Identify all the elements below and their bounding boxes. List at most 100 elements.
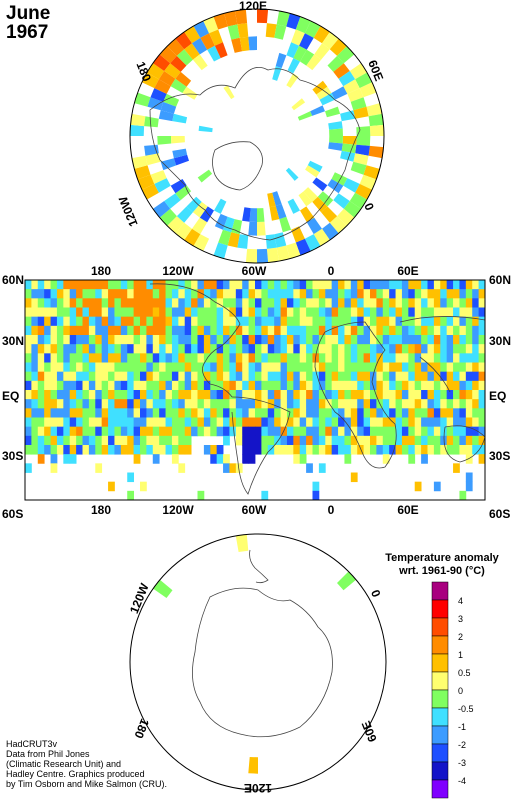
anomaly-cell [472, 399, 480, 409]
anomaly-cell [184, 390, 192, 400]
anomaly-cell [306, 316, 313, 327]
anomaly-cell [133, 399, 141, 409]
anomaly-cell [312, 399, 320, 409]
anomaly-cell [127, 390, 135, 400]
anomaly-cell [331, 371, 339, 382]
anomaly-cell [414, 380, 422, 391]
anomaly-cell [306, 408, 313, 418]
anomaly-cell [184, 307, 192, 318]
anomaly-cell [242, 344, 250, 354]
anomaly-cell [338, 408, 345, 418]
anomaly-cell [465, 325, 473, 336]
anomaly-cell [376, 325, 384, 336]
anomaly-cell [472, 435, 480, 446]
anomaly-cell [274, 298, 281, 308]
anomaly-cell [255, 380, 262, 391]
anomaly-cell [321, 206, 338, 223]
anomaly-cell [325, 417, 333, 428]
anomaly-cell [414, 426, 422, 437]
anomaly-cell [414, 307, 422, 318]
anomaly-cell [370, 445, 377, 455]
anomaly-cell [357, 316, 365, 327]
anomaly-cell [382, 335, 390, 345]
south-label-120w: 120W [127, 581, 152, 616]
anomaly-cell [248, 325, 256, 336]
south-map-frame [129, 533, 387, 791]
anomaly-cell [114, 353, 122, 363]
anomaly-cell [363, 408, 371, 418]
anomaly-cell [140, 344, 147, 354]
anomaly-cell [350, 399, 358, 409]
anomaly-cell [331, 390, 339, 400]
anomaly-cell [261, 307, 269, 318]
anomaly-cell [267, 280, 275, 290]
anomaly-cell [299, 307, 307, 318]
anomaly-cell [197, 289, 205, 299]
anomaly-cell [133, 353, 141, 363]
anomaly-cell [293, 289, 301, 299]
anomaly-cell [299, 280, 307, 290]
anomaly-cell [216, 390, 224, 400]
anomaly-cell [184, 353, 192, 363]
anomaly-cell [478, 371, 485, 382]
anomaly-cell [50, 344, 58, 354]
anomaly-cell [280, 325, 288, 336]
anomaly-cell [223, 85, 235, 100]
anomaly-cell [44, 362, 51, 373]
anomaly-cell [184, 26, 201, 44]
anomaly-cell [63, 298, 71, 308]
anomaly-cell [37, 353, 45, 363]
anomaly-cell [349, 63, 367, 80]
anomaly-cell [370, 435, 377, 446]
anomaly-cell [171, 307, 179, 318]
anomaly-cell [235, 380, 243, 391]
anomaly-cell [331, 380, 339, 391]
anomaly-cell [280, 335, 288, 345]
anomaly-cell [395, 335, 403, 345]
anomaly-cell [167, 216, 185, 234]
anomaly-cell [154, 178, 171, 193]
anomaly-cell [216, 426, 224, 437]
anomaly-cell [229, 316, 237, 327]
anomaly-cell [242, 280, 250, 290]
anomaly-cell [363, 380, 371, 391]
anomaly-cell [293, 435, 301, 446]
anomaly-cell [37, 344, 45, 354]
anomaly-cell [153, 579, 173, 598]
anomaly-cell [127, 408, 135, 418]
legend-color-box [431, 653, 449, 673]
anomaly-cell [329, 136, 343, 144]
anomaly-cell [101, 380, 109, 391]
anomaly-cell [325, 353, 333, 363]
anomaly-cell [25, 353, 32, 363]
anomaly-cell [63, 371, 71, 382]
anomaly-cell [31, 399, 39, 409]
anomaly-cell [427, 435, 435, 446]
anomaly-cell [203, 307, 211, 318]
anomaly-cell [242, 390, 250, 400]
anomaly-cell [355, 144, 370, 156]
anomaly-cell [472, 417, 480, 428]
antarctica-coastline [192, 587, 333, 738]
anomaly-cell [178, 399, 186, 409]
anomaly-cell [101, 316, 109, 327]
anomaly-cell [421, 344, 428, 354]
anomaly-cell [223, 371, 230, 382]
anomaly-cell [312, 408, 320, 418]
anomaly-cell [261, 390, 269, 400]
anomaly-cell [298, 191, 313, 207]
anomaly-cell [478, 289, 485, 299]
anomaly-cell [421, 426, 428, 437]
anomaly-cell [69, 435, 77, 446]
anomaly-cell [306, 325, 313, 336]
anomaly-cell [280, 362, 288, 373]
anomaly-cell [363, 426, 371, 437]
anomaly-cell [401, 316, 409, 327]
anomaly-cell [242, 362, 250, 373]
anomaly-cell [357, 426, 365, 437]
anomaly-cell [69, 289, 77, 299]
anomaly-cell [478, 399, 485, 409]
anomaly-cell [175, 185, 192, 201]
anomaly-cell [331, 335, 339, 345]
anomaly-cell [44, 344, 51, 354]
